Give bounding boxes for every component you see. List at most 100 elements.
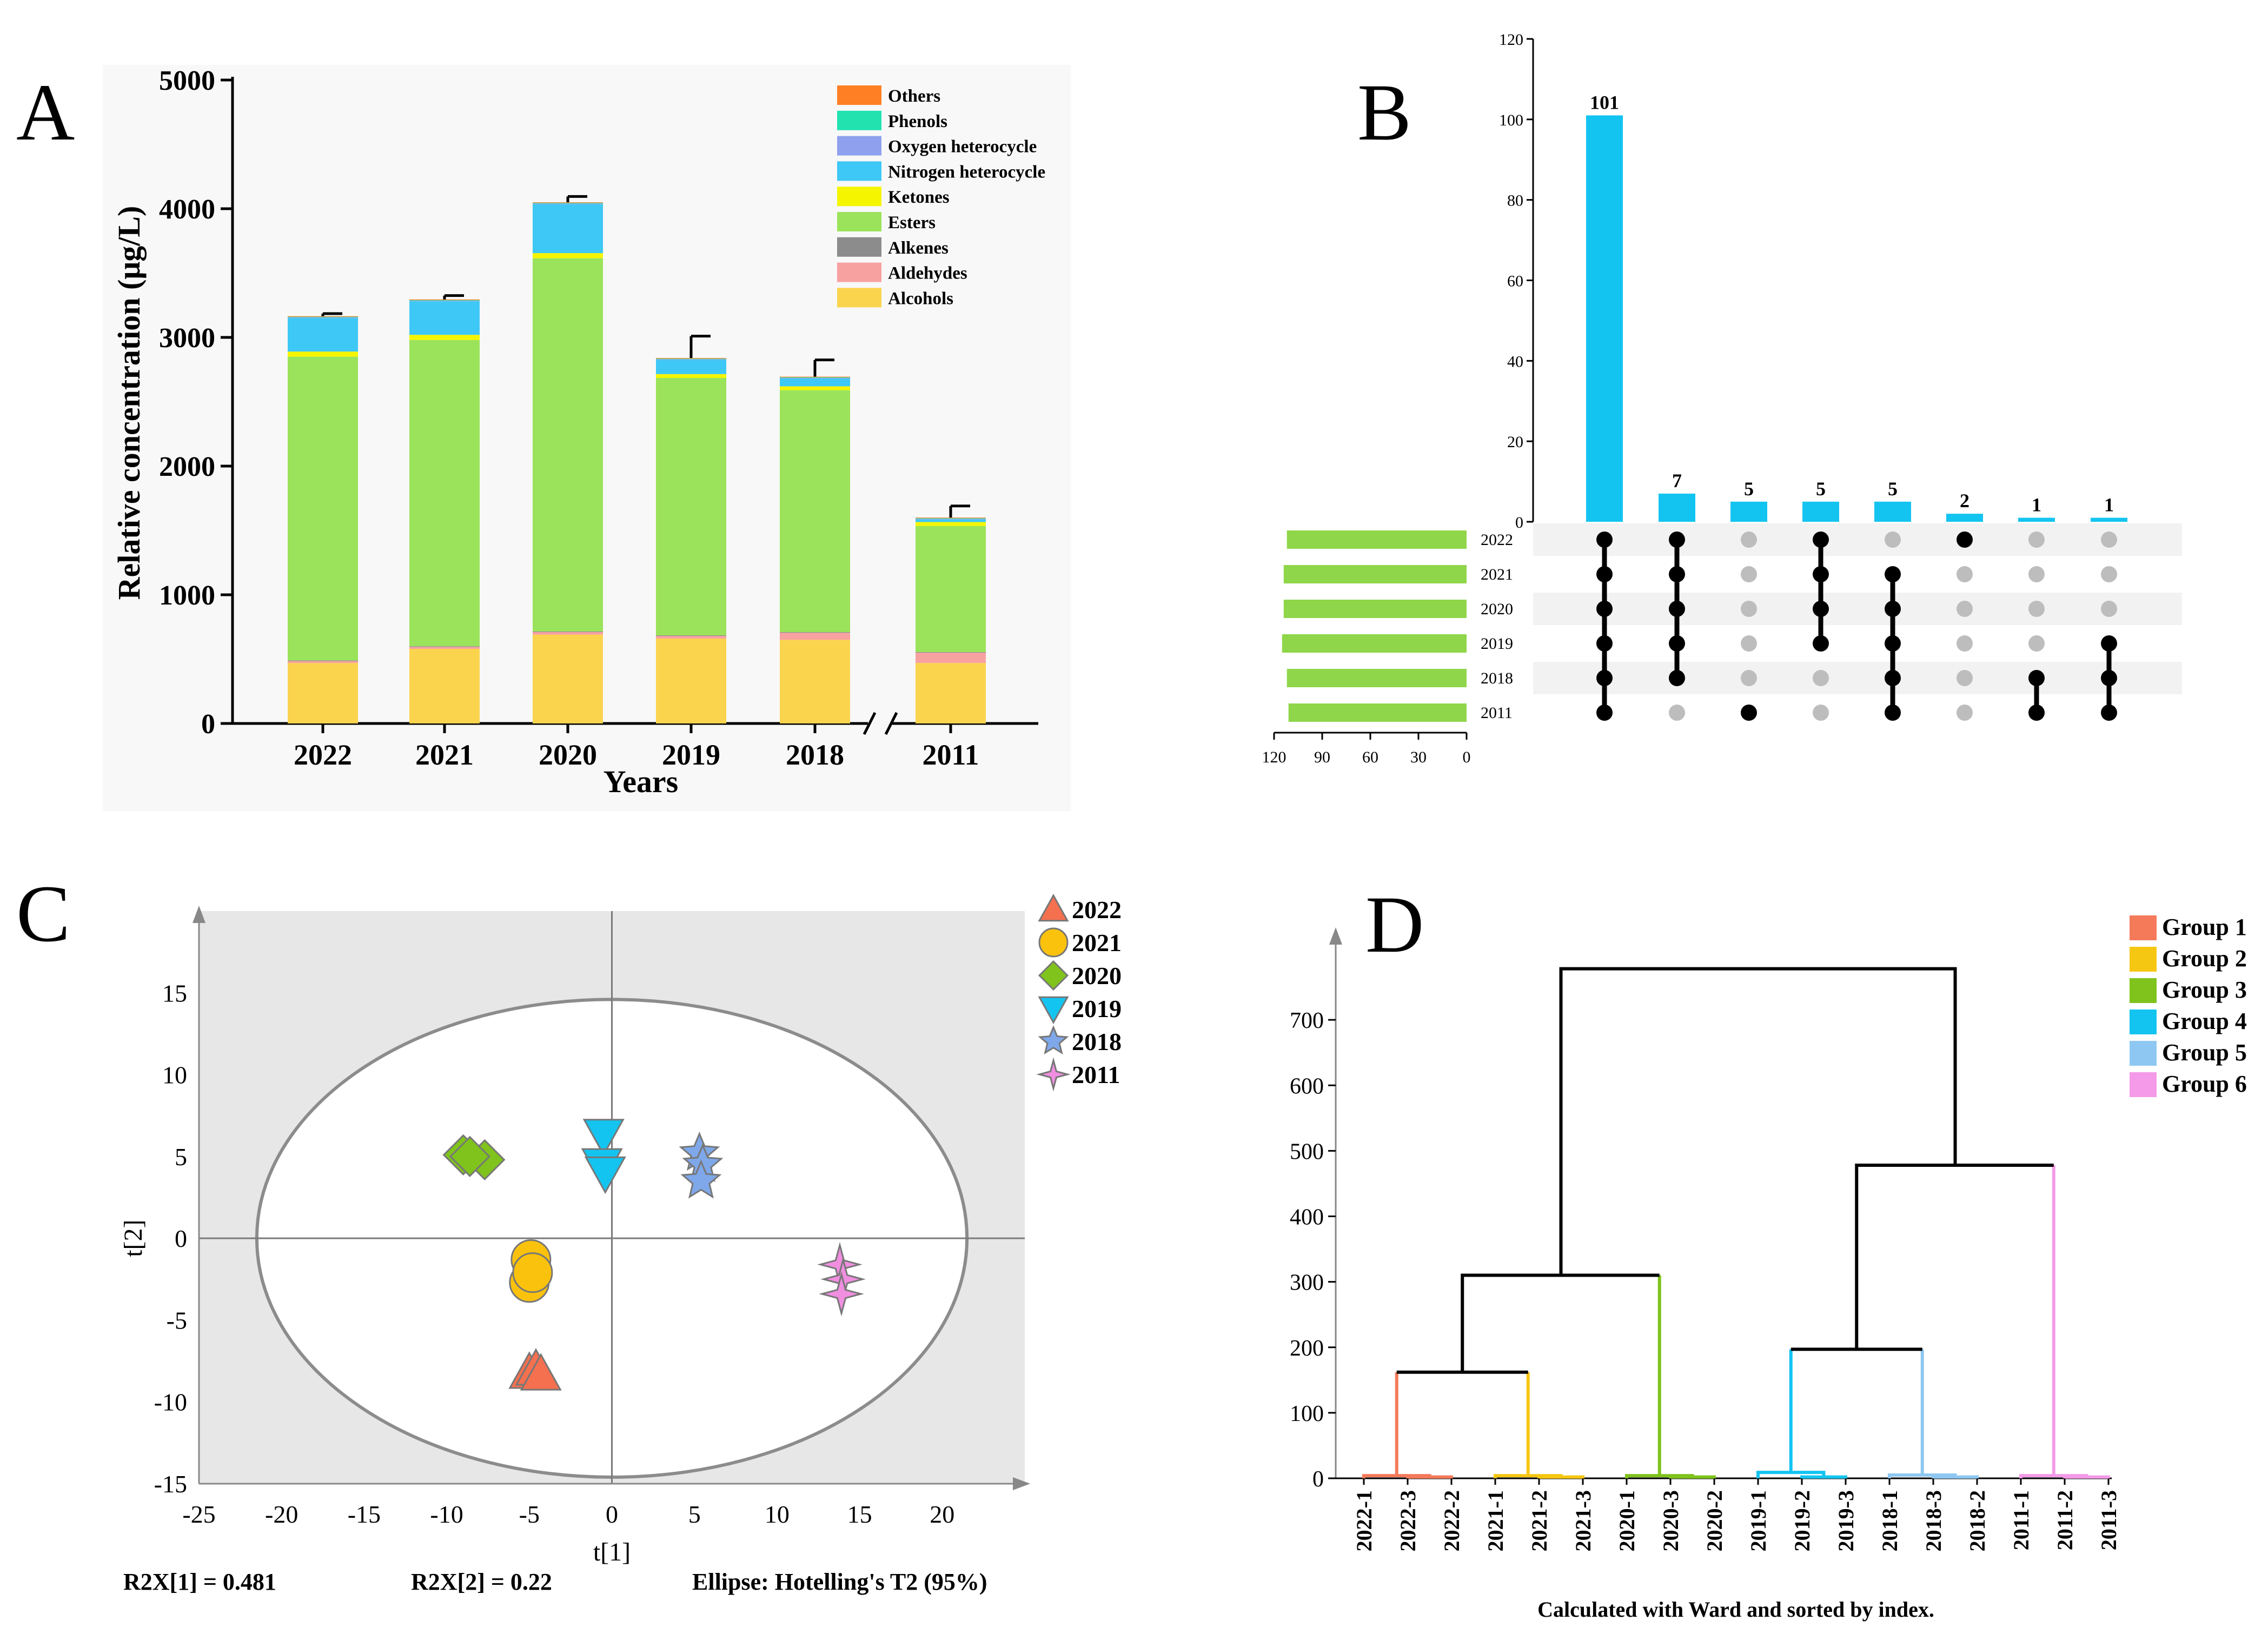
y-tick-label: 15: [162, 979, 187, 1007]
legend-marker-2021: [1038, 927, 1069, 958]
membership-dot-active: [1885, 635, 1901, 652]
membership-dot-active: [1669, 532, 1685, 548]
set-size-tick-label: 30: [1410, 748, 1427, 766]
merge-link: [1461, 1273, 1660, 1372]
y-tick-label: -15: [154, 1470, 187, 1498]
legend-label: 2021: [1072, 929, 1122, 957]
membership-dot-inactive: [1957, 670, 1973, 686]
legend-marker-2019: [1038, 996, 1069, 1025]
set-size-bar: [1283, 565, 1467, 583]
membership-dot-inactive: [2101, 601, 2117, 617]
leaf-label: 2022-2: [1440, 1490, 1464, 1551]
bar-segment-ketones: [780, 386, 850, 390]
bar-segment-aldehydes: [288, 661, 358, 663]
membership-dot-active: [1596, 635, 1613, 652]
leaf-label: 2018-1: [1878, 1490, 1902, 1551]
group-link: [1362, 1474, 1431, 1478]
membership-dot-inactive: [1957, 601, 1973, 617]
bar-segment-nitrogen-heterocycle: [288, 318, 358, 352]
bar-segment-esters: [288, 356, 358, 661]
bar-segment-aldehydes: [780, 633, 850, 640]
y-tick-label: 0: [1312, 1467, 1324, 1492]
y-tick-label: 100: [1290, 1402, 1324, 1426]
bar-segment-others: [916, 517, 986, 519]
set-label: 2011: [1481, 704, 1513, 722]
y-axis-title: Relative concentration (μg/L): [111, 206, 147, 600]
intersection-bar: [1586, 115, 1623, 522]
bar-segment-oxygen-heterocycle: [533, 203, 603, 204]
set-size-tick-label: 90: [1314, 748, 1330, 766]
legend-swatch: [2130, 1010, 2157, 1034]
x-axis-arrow: [1013, 1477, 1030, 1490]
y-tick-label: 40: [1507, 353, 1523, 370]
score-point-2018: [680, 1159, 722, 1199]
bar-segment-aldehydes: [533, 632, 603, 635]
x-tick-label: 2022: [294, 739, 352, 771]
score-point-2019: [582, 1119, 625, 1157]
leaf-label: 2022-3: [1396, 1490, 1420, 1551]
intersection-size-label: 5: [1744, 478, 1754, 500]
set-label: 2022: [1481, 531, 1513, 549]
intersection-size-label: 5: [1816, 478, 1826, 500]
membership-dot-inactive: [1669, 705, 1685, 721]
intersection-bar: [1730, 501, 1767, 522]
membership-dot-inactive: [2028, 532, 2045, 548]
y-tick-label: 400: [1290, 1205, 1324, 1230]
leaf-label: 2021-2: [1527, 1490, 1551, 1551]
x-tick-label: -10: [430, 1500, 463, 1528]
y-tick-label: 200: [1290, 1336, 1324, 1361]
score-point-2022: [520, 1353, 562, 1391]
leaf-label: 2011-2: [2053, 1490, 2077, 1550]
y-tick-label: 120: [1499, 31, 1523, 49]
x-tick-label: -15: [348, 1500, 381, 1528]
membership-dot-inactive: [1813, 705, 1829, 721]
legend-swatch: [837, 136, 881, 156]
membership-dot-inactive: [2101, 566, 2117, 582]
group-link: [2019, 1474, 2088, 1478]
y-tick-label: 2000: [159, 451, 215, 482]
membership-dot-active: [1813, 635, 1829, 652]
legend-label: Alcohols: [888, 289, 953, 308]
x-tick-label: 0: [606, 1500, 618, 1528]
score-point-2020: [449, 1135, 490, 1177]
membership-dot-active: [1885, 670, 1901, 686]
bar-segment-alkenes: [780, 632, 850, 633]
bar-segment-ketones: [533, 253, 603, 258]
leaf-label: 2021-3: [1571, 1490, 1595, 1551]
leaf-label: 2018-3: [1921, 1490, 1946, 1551]
group-link: [1756, 1471, 1826, 1478]
membership-dot-active: [1669, 670, 1685, 686]
bar-segment-alcohols: [533, 634, 603, 723]
legend-label: 2022: [1072, 896, 1122, 924]
leaf-label: 2011-1: [2009, 1490, 2033, 1550]
intersection-bar: [1874, 501, 1911, 522]
x-tick-label: 2011: [922, 739, 979, 771]
legend-label: Esters: [888, 213, 936, 233]
bar-segment-oxygen-heterocycle: [288, 317, 358, 318]
bar-segment-ketones: [409, 335, 480, 340]
score-point-2021: [512, 1252, 553, 1293]
bar-segment-ketones: [916, 522, 986, 526]
set-label: 2021: [1481, 566, 1513, 583]
matrix-row-stripe: [1533, 593, 2182, 625]
panel-letter-d: D: [1365, 880, 1424, 969]
membership-dot-active: [1596, 601, 1613, 617]
bar-segment-others: [288, 316, 358, 317]
bar-segment-aldehydes: [916, 653, 986, 663]
membership-dot-active: [2028, 670, 2045, 686]
set-label: 2018: [1481, 669, 1513, 687]
legend-marker-2018: [1038, 1025, 1069, 1055]
bar-segment-phenols: [409, 300, 480, 301]
membership-dot-active: [1885, 566, 1901, 582]
legend-label: Phenols: [888, 112, 947, 131]
membership-dot-active: [1596, 566, 1613, 582]
x-tick-label: 2020: [539, 739, 597, 771]
footnote-method: Calculated with Ward and sorted by index…: [1537, 1597, 1934, 1622]
membership-dot-inactive: [1741, 635, 1757, 652]
legend-label: Ketones: [888, 188, 950, 207]
y-tick-label: -5: [167, 1306, 187, 1334]
panel-a-stacked-bar-chart: 0 1000 2000 3000 4000 5000 2022 2021 2020 2019 201…: [103, 65, 1071, 811]
intersection-bar: [1946, 514, 1983, 522]
bar-segment-nitrogen-heterocycle: [409, 301, 480, 335]
